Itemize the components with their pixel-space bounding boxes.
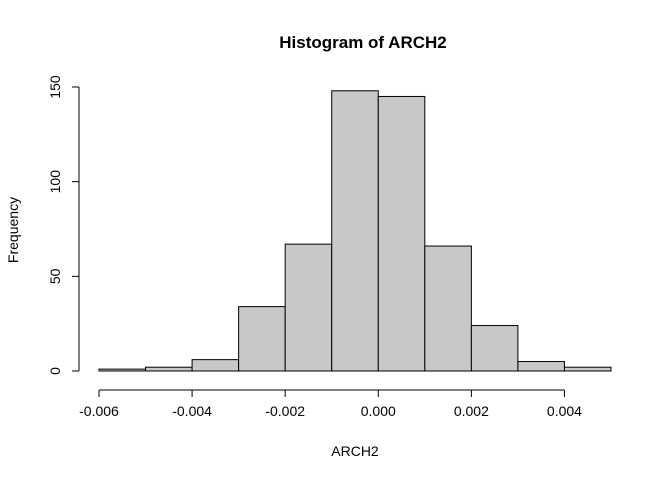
y-tick-label: 50 [47,268,63,284]
histogram-bar [517,361,565,372]
y-axis-label: Frequency [5,197,21,263]
chart-title: Histogram of ARCH2 [279,33,447,52]
y-axis: 0 50 100 150 [47,75,80,375]
histogram-bar [238,306,286,372]
x-axis: -0.006 -0.004 -0.002 0.000 0.002 0.004 [79,389,582,419]
histogram-bar [191,359,240,372]
histogram-bar [284,243,333,372]
x-tick-label: -0.006 [79,403,119,419]
x-tick-label: 0.004 [547,403,582,419]
histogram-bar [331,90,379,372]
x-tick-label: 0.002 [454,403,489,419]
y-tick-label: 100 [47,170,63,194]
x-tick-label: -0.004 [172,403,212,419]
bars-group [98,90,612,372]
histogram-bar [98,368,147,372]
x-axis-label: ARCH2 [331,443,379,459]
y-tick-label: 0 [47,367,63,375]
y-tick-label: 150 [47,75,63,99]
histogram-bar [424,245,472,372]
histogram-bar [145,366,193,372]
histogram-bar [470,325,519,372]
histogram-bar [377,95,426,372]
x-tick-label: -0.002 [265,403,305,419]
x-tick-label: 0.000 [361,403,396,419]
histogram-bar [563,366,612,372]
